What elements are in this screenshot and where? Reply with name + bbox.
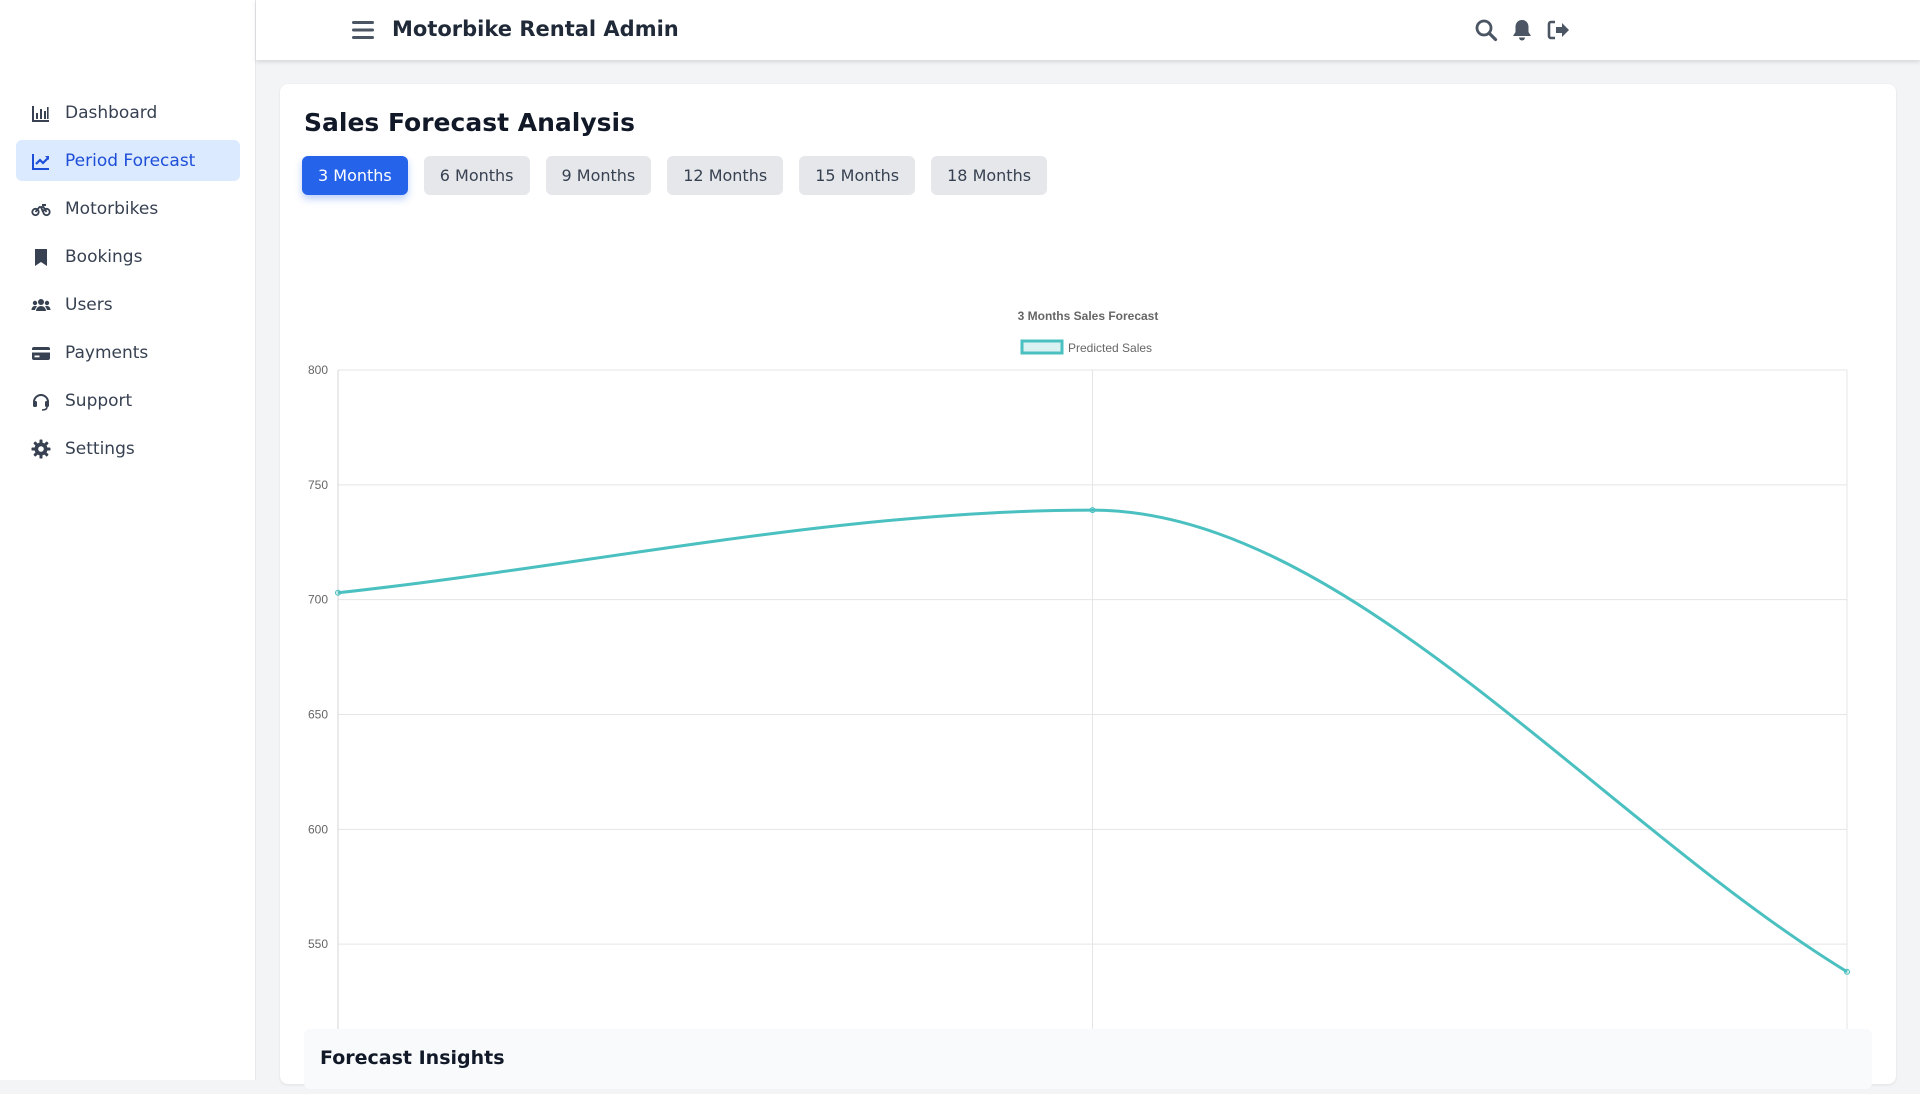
y-tick-label: 600 [308, 822, 328, 836]
sidebar-item-label: Bookings [65, 246, 143, 267]
data-point [335, 589, 341, 596]
sidebar-item-users[interactable]: Users [16, 284, 240, 325]
chart-line-icon [31, 151, 51, 171]
motorcycle-icon [31, 199, 51, 219]
sidebar-item-label: Support [65, 390, 133, 411]
chart-axes: 500550600650700750800Month 1Month 2Month… [308, 363, 1869, 1083]
y-tick-label: 550 [308, 937, 328, 951]
bell-icon[interactable] [1510, 18, 1534, 42]
app-title: Motorbike Rental Admin [392, 17, 679, 41]
sidebar-item-label: Motorbikes [65, 198, 159, 219]
forecast-card: Sales Forecast Analysis 3 Months 6 Month… [280, 84, 1896, 1089]
sidebar-item-settings[interactable]: Settings [16, 428, 240, 469]
sidebar-item-label: Payments [65, 342, 149, 363]
sidebar-item-motorbikes[interactable]: Motorbikes [16, 188, 240, 229]
data-point [1844, 968, 1850, 975]
period-selector: 3 Months 6 Months 9 Months 12 Months 15 … [302, 156, 1063, 195]
insights-title: Forecast Insights [320, 1047, 505, 1069]
sidebar-nav: Dashboard Period Forecast Motorbikes Boo… [16, 92, 240, 476]
sidebar-item-dashboard[interactable]: Dashboard [16, 92, 240, 133]
sidebar-item-label: Dashboard [65, 102, 158, 123]
forecast-insights-panel: Forecast Insights [304, 1029, 1872, 1089]
top-bar: Motorbike Rental Admin [256, 0, 1920, 60]
headset-icon [31, 391, 51, 411]
y-tick-label: 700 [308, 593, 328, 607]
sidebar-item-label: Period Forecast [65, 150, 196, 171]
chart-title: 3 Months Sales Forecast [1018, 309, 1159, 323]
chart-grid [337, 369, 1848, 1060]
sidebar-item-support[interactable]: Support [16, 380, 240, 421]
y-tick-label: 650 [308, 708, 328, 722]
chart-legend[interactable]: Predicted Sales [1020, 339, 1152, 355]
legend-label: Predicted Sales [1068, 341, 1152, 355]
period-3-months-button[interactable]: 3 Months [302, 156, 408, 195]
bookmark-icon [31, 247, 51, 267]
data-point [1089, 507, 1096, 514]
sidebar-item-payments[interactable]: Payments [16, 332, 240, 373]
credit-card-icon [31, 343, 51, 363]
users-icon [31, 295, 51, 315]
chart-bar-icon [31, 103, 51, 123]
chart-series [335, 507, 1850, 975]
sidebar-item-label: Settings [65, 438, 135, 459]
series-line-predicted-sales [337, 508, 1848, 974]
page-title: Sales Forecast Analysis [304, 108, 635, 137]
logout-icon[interactable] [1546, 18, 1570, 42]
y-tick-label: 750 [308, 478, 328, 492]
period-15-months-button[interactable]: 15 Months [799, 156, 916, 195]
legend-swatch [1020, 339, 1064, 355]
period-9-months-button[interactable]: 9 Months [545, 156, 652, 195]
period-6-months-button[interactable]: 6 Months [423, 156, 530, 195]
period-18-months-button[interactable]: 18 Months [931, 156, 1048, 195]
sidebar-item-label: Users [65, 294, 113, 315]
period-12-months-button[interactable]: 12 Months [667, 156, 784, 195]
sidebar-item-period-forecast[interactable]: Period Forecast [16, 140, 240, 181]
y-tick-label: 800 [308, 363, 328, 377]
search-icon[interactable] [1474, 18, 1498, 42]
sidebar-item-bookings[interactable]: Bookings [16, 236, 240, 277]
sales-forecast-chart: 3 Months Sales Forecast Predicted Sales … [308, 309, 1869, 1083]
menu-icon[interactable] [351, 18, 375, 42]
gear-icon [31, 439, 51, 459]
sidebar: Dashboard Period Forecast Motorbikes Boo… [0, 0, 256, 1080]
